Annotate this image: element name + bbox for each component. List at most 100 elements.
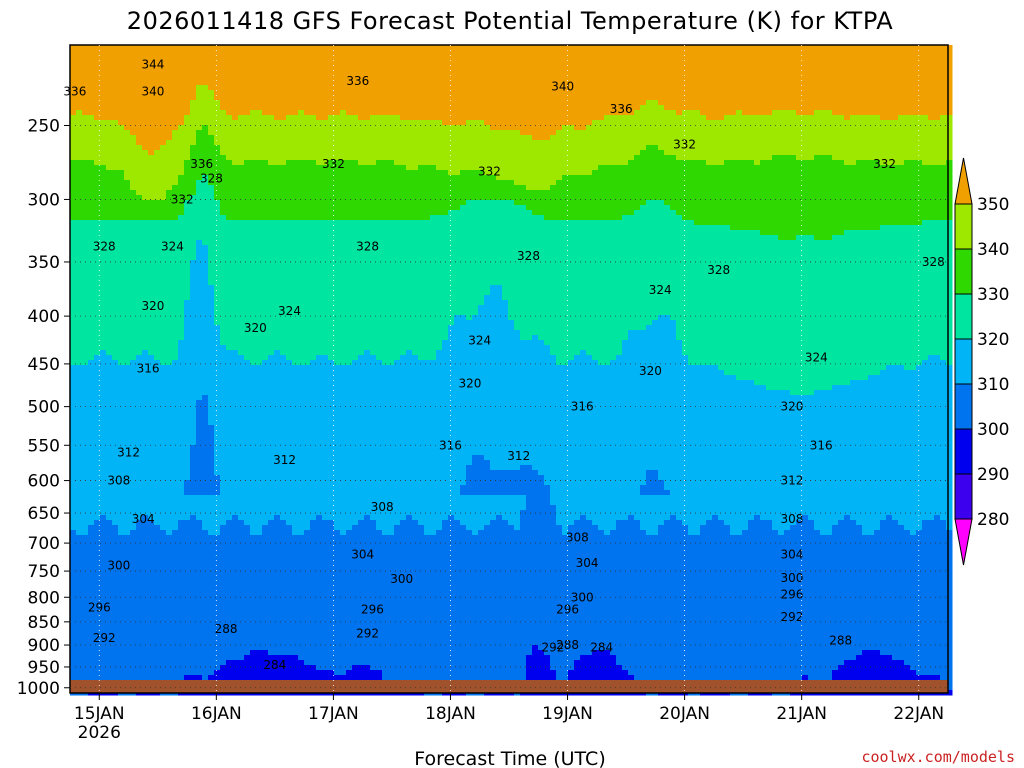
contour-label: 332 (673, 138, 696, 152)
x-tick-label: 17JAN (308, 704, 359, 724)
colorbar-tick-label: 280 (977, 510, 1009, 530)
contour-label: 336 (610, 102, 633, 116)
contour-label: 320 (244, 321, 267, 335)
contour-label: 320 (459, 376, 482, 390)
contour-label: 328 (517, 249, 540, 263)
contour-label: 292 (93, 631, 116, 645)
contour-label: 328 (93, 240, 116, 254)
colorbar-segment (954, 248, 973, 295)
contour-label: 312 (117, 446, 140, 460)
x-tick-label: 15JAN (74, 704, 125, 724)
colorbar-segment (954, 293, 973, 340)
y-tick-label: 850 (28, 613, 60, 633)
contour-label: 296 (556, 603, 579, 617)
y-tick-label: 700 (28, 534, 60, 554)
contour-label: 336 (63, 85, 86, 99)
colorbar-tick-label: 330 (977, 285, 1009, 305)
grid-lines (70, 45, 948, 693)
contour-label: 324 (649, 283, 672, 297)
contour-label: 300 (390, 572, 413, 586)
y-tick-label: 600 (28, 472, 60, 492)
y-tick-label: 450 (28, 355, 60, 375)
contour-label: 316 (137, 361, 160, 375)
contour-label: 292 (356, 627, 379, 641)
contour-label: 296 (361, 603, 384, 617)
y-tick-label: 300 (28, 190, 60, 210)
x-axis-label: Forecast Time (UTC) (414, 748, 605, 768)
contour-label: 340 (141, 85, 164, 99)
terrain-strip (70, 680, 948, 693)
x-tick-label: 21JAN (776, 704, 827, 724)
contour-label: 332 (478, 164, 501, 178)
contour-label: 296 (88, 600, 111, 614)
x-tick-label: 16JAN (191, 704, 242, 724)
y-tick-label: 950 (28, 658, 60, 678)
contour-label: 284 (590, 640, 613, 654)
contour-label: 304 (576, 556, 599, 570)
contour-label: 288 (829, 633, 852, 647)
contour-label: 328 (200, 172, 223, 186)
y-tick-label: 750 (28, 562, 60, 582)
colorbar-tick-label: 320 (977, 330, 1009, 350)
contour-label: 328 (922, 255, 945, 269)
contour-label: 304 (132, 512, 155, 526)
chart-title: 2026011418 GFS Forecast Potential Temper… (127, 7, 893, 35)
colorbar-tick-label: 300 (977, 420, 1009, 440)
contour-label: 304 (780, 548, 803, 562)
contour-label: 332 (322, 157, 345, 171)
contour-label: 304 (351, 548, 374, 562)
contour-label: 300 (571, 590, 594, 604)
colorbar-segment (954, 383, 973, 430)
contour-label: 328 (707, 263, 730, 277)
contour-label: 308 (107, 474, 130, 488)
colorbar-segment (954, 428, 973, 475)
contour-label: 296 (780, 588, 803, 602)
colorbar-tick-label: 310 (977, 375, 1009, 395)
y-tick-label: 350 (28, 253, 60, 273)
contour-label: 336 (346, 74, 369, 88)
x-tick-label: 19JAN (542, 704, 593, 724)
contour-label: 324 (805, 351, 828, 365)
y-tick-label: 250 (28, 116, 60, 136)
plot-frame (69, 44, 949, 694)
colorbar-segment (954, 338, 973, 385)
contour-label: 300 (107, 559, 130, 573)
contour-label: 308 (780, 512, 803, 526)
colorbar-tick-label: 340 (977, 240, 1009, 260)
contour-label: 316 (571, 400, 594, 414)
y-tick-label: 800 (28, 588, 60, 608)
contour-label: 292 (780, 610, 803, 624)
colorbar-tick-label: 350 (977, 195, 1009, 215)
contour-label: 336 (190, 157, 213, 171)
contour-label: 284 (263, 658, 286, 672)
x-tick-label: 22JAN (893, 704, 944, 724)
contour-label: 292 (541, 640, 564, 654)
y-tick-label: 900 (28, 636, 60, 656)
contour-label: 328 (356, 240, 379, 254)
contour-label: 324 (278, 304, 301, 318)
contour-label: 288 (215, 622, 238, 636)
x-tick-label: 18JAN (425, 704, 476, 724)
y-tick-label: 500 (28, 398, 60, 418)
contour-label: 320 (639, 364, 662, 378)
contour-label: 308 (566, 530, 589, 544)
contour-label: 312 (780, 474, 803, 488)
y-tick-label: 550 (28, 436, 60, 456)
contour-label: 344 (141, 57, 164, 71)
x-tick-year-label: 2026 (78, 723, 121, 743)
colorbar: 280 290 300 310 320 330 340 350 (954, 157, 1009, 566)
credit-link[interactable]: coolwx.com/models (861, 748, 1015, 766)
contour-label: 320 (780, 400, 803, 414)
contour-label: 332 (873, 157, 896, 171)
contour-label: 324 (161, 240, 184, 254)
y-tick-label: 1000 (17, 679, 60, 699)
contour-label: 332 (171, 192, 194, 206)
contour-label: 324 (468, 334, 491, 348)
pressure-axis: 250 300 350 400 450 500 550 600 650 700 750 800 850 9… (17, 116, 70, 699)
contour-label: 312 (273, 453, 296, 467)
contour-label: 312 (507, 449, 530, 463)
colorbar-segment (954, 473, 973, 520)
colorbar-tick-label: 290 (977, 465, 1009, 485)
